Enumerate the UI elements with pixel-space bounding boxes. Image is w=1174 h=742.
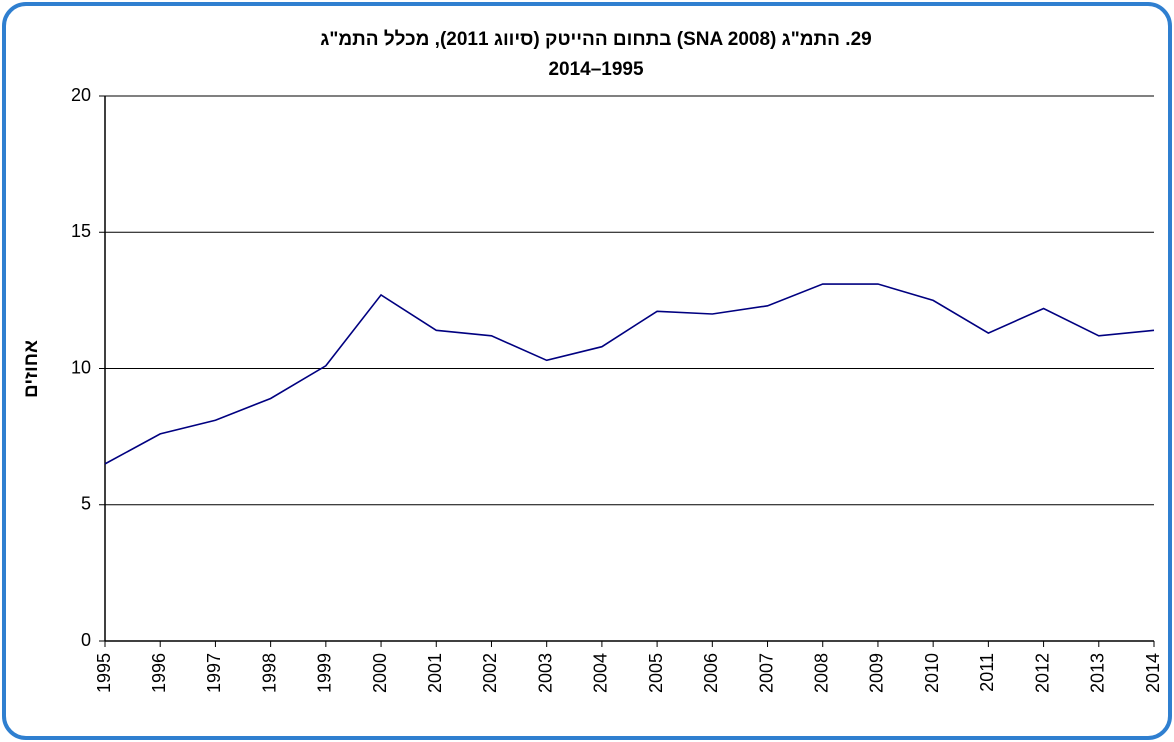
y-axis-label: אחוזים [21,340,42,398]
y-tick-label: 15 [71,221,91,241]
x-tick-label: 1999 [315,653,335,693]
line-series [104,283,1155,465]
y-tick-label: 0 [81,630,91,650]
x-tick-label: 2005 [646,653,666,693]
chart-subtitle: 2014–1995 [548,59,644,80]
x-tick-label: 2011 [977,653,997,692]
x-tick-label: 2000 [370,653,390,693]
x-tick-label: 2010 [922,653,942,693]
x-tick-label: 2004 [591,653,611,693]
x-tick-label: 2008 [811,653,831,693]
x-tick-label: 2012 [1032,653,1052,693]
x-tick-label: 2014 [1143,653,1163,693]
x-tick-label: 2002 [480,653,500,693]
x-tick-label: 2007 [756,653,776,693]
y-tick-label: 20 [71,85,91,105]
x-tick-label: 1998 [259,653,279,693]
x-tick-label: 1995 [94,653,114,693]
y-tick-label: 5 [81,494,91,514]
x-tick-label: 2009 [867,653,887,693]
x-tick-label: 1996 [149,653,169,693]
x-tick-label: 2006 [701,653,721,693]
x-tick-label: 1997 [204,653,224,693]
x-tick-label: 2003 [535,653,555,693]
y-tick-label: 10 [71,357,91,377]
x-tick-label: 2013 [1088,653,1108,693]
x-tick-label: 2001 [425,653,445,693]
chart-title: 29. התמ"ג (SNA 2008) בתחום ההייטק (סיווג… [320,29,871,50]
